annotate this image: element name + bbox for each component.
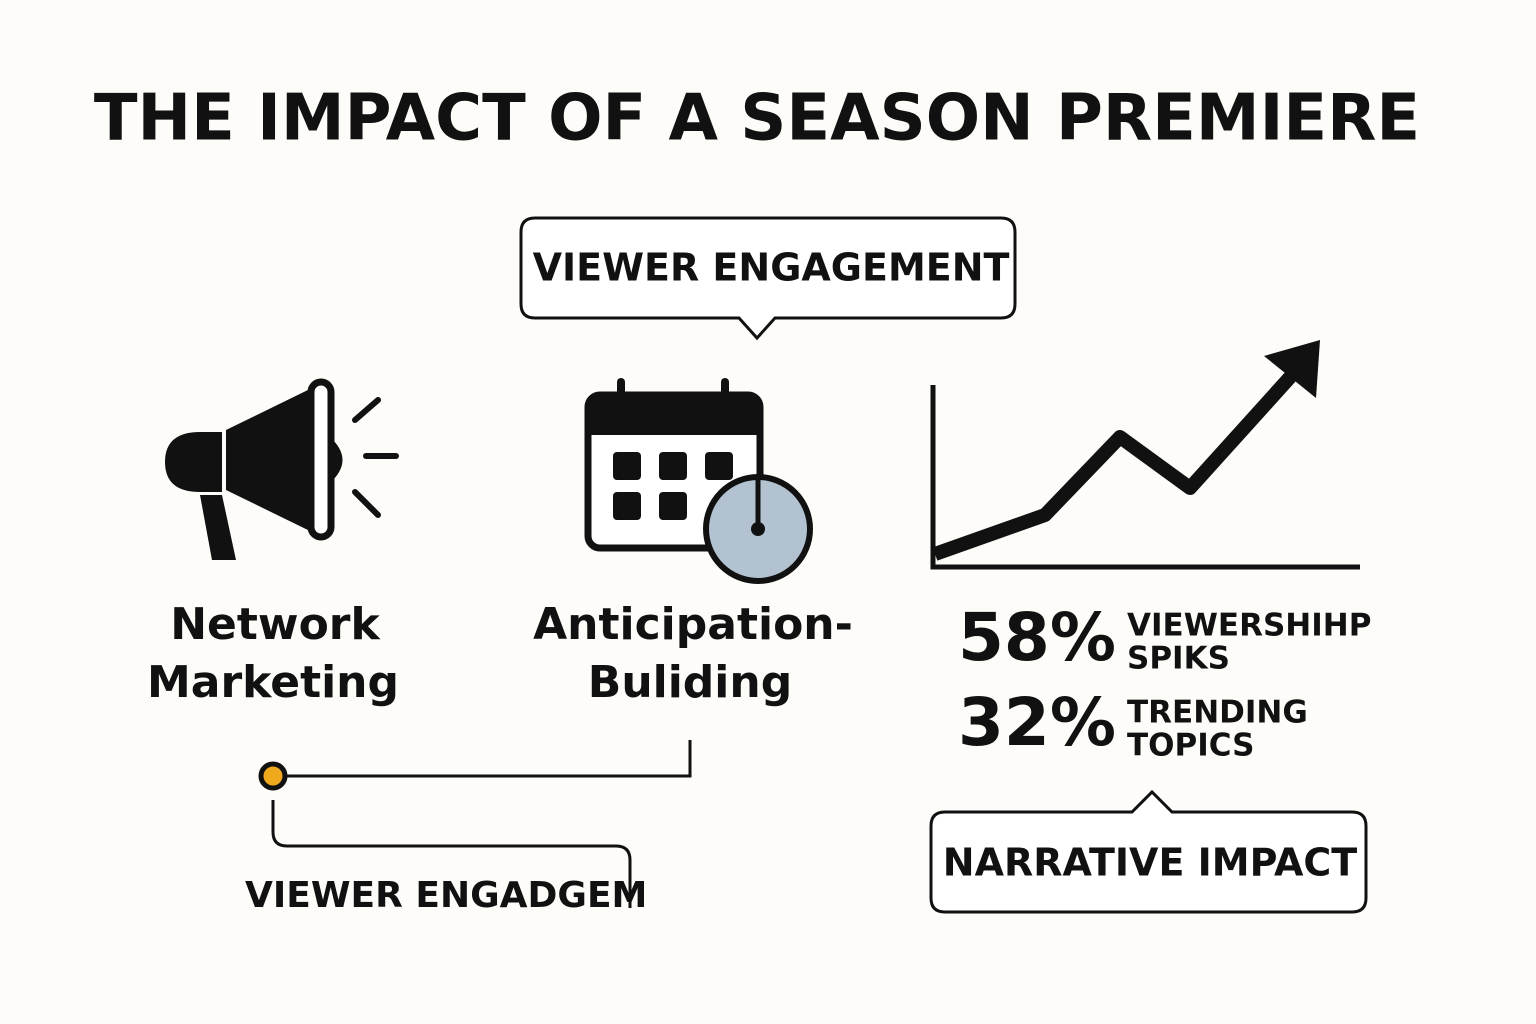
callout-text: NARRATIVE IMPACT: [943, 841, 1357, 885]
trend-icon: [930, 340, 1360, 570]
callout-box: [929, 789, 1368, 914]
item-label: Network: [170, 599, 381, 650]
bottom-label: VIEWER ENGADGEM: [245, 875, 647, 916]
title: THE IMPACT OF A SEASON PREMIERE: [94, 82, 1420, 156]
stat-value: 32%: [958, 684, 1116, 761]
calendar-icon: [584, 378, 813, 584]
callout-text: VIEWER ENGAGEMENT: [533, 246, 1010, 290]
stat-label: TOPICS: [1127, 728, 1254, 764]
callout-box: [519, 216, 1017, 341]
item-label: Marketing: [147, 657, 399, 708]
stat-label: VIEWERSHIHP: [1127, 608, 1371, 644]
megaphone-icon: [165, 378, 399, 560]
connector-dot: [258, 761, 288, 791]
item-label: Anticipation-: [533, 599, 853, 650]
stat-label: TRENDING: [1127, 695, 1308, 731]
item-label: Buliding: [588, 657, 792, 708]
stat-value: 58%: [958, 599, 1116, 676]
stat-label: SPIKS: [1127, 641, 1230, 677]
connector: [271, 740, 692, 908]
